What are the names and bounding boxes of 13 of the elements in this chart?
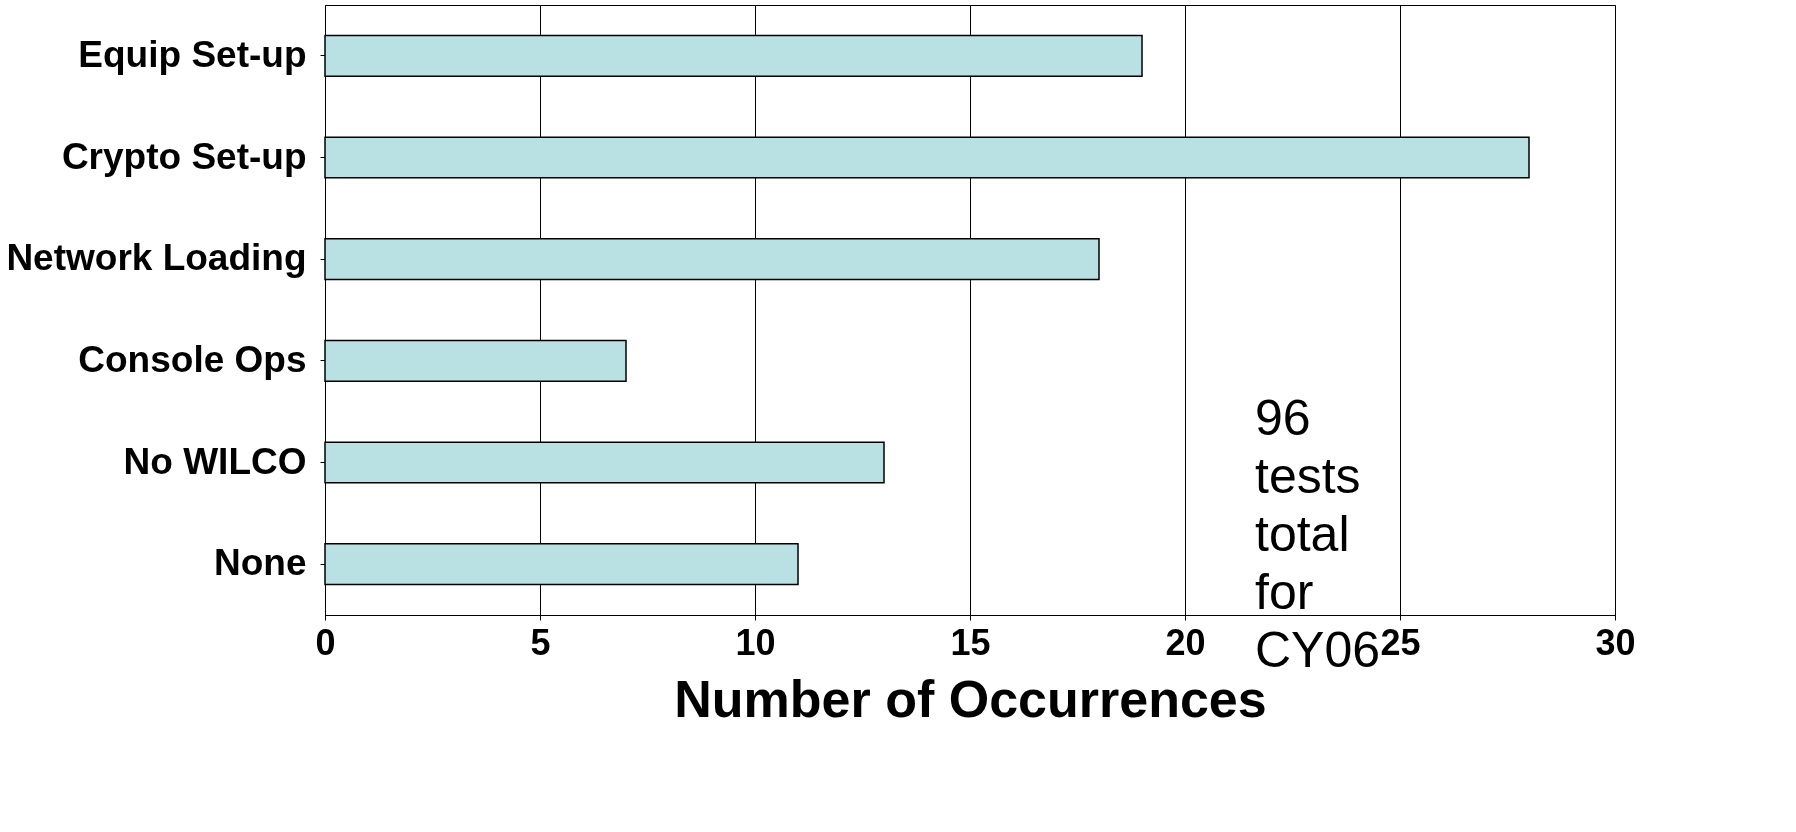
x-tick-label: 10 (735, 621, 776, 663)
y-tick-label: No WILCO (123, 440, 307, 482)
x-tick-label: 30 (1595, 621, 1636, 663)
x-tick-label: 5 (530, 621, 551, 663)
x-tick-label: 20 (1165, 621, 1206, 663)
y-tick-label: Crypto Set-up (61, 135, 307, 177)
y-tick-label: Equip Set-up (78, 33, 307, 75)
x-tick-label: 15 (950, 621, 991, 663)
x-tick-label: 0 (315, 621, 336, 663)
y-tick-label: None (214, 542, 307, 584)
y-tick-label: Console Ops (78, 338, 307, 380)
x-tick-label: 25 (1380, 621, 1421, 663)
y-tick-label: Network Loading (6, 237, 307, 279)
